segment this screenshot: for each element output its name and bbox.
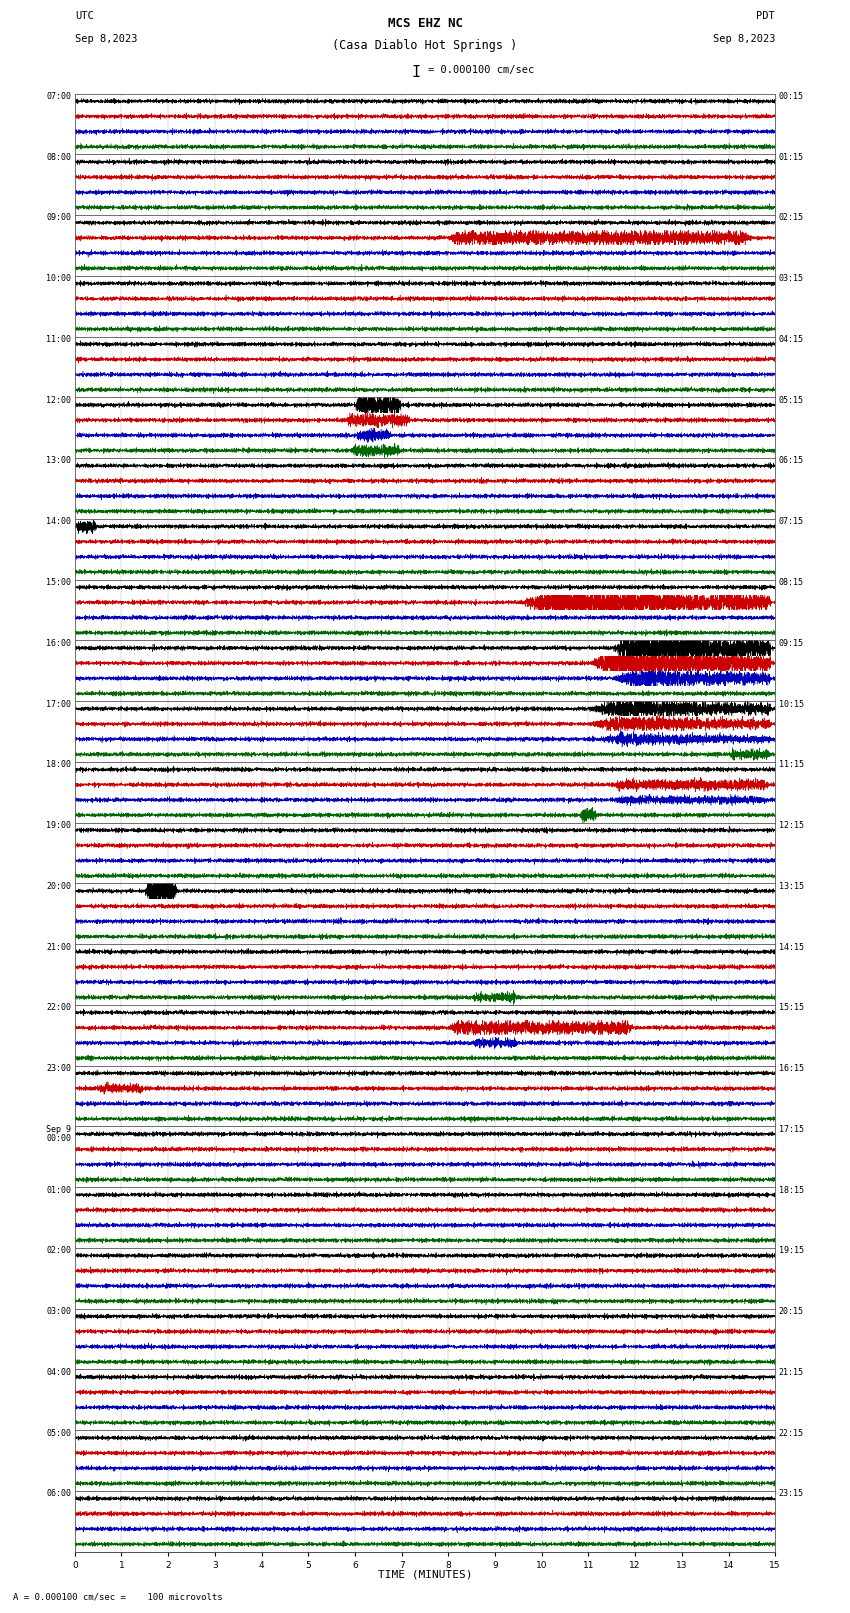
Text: 18:00: 18:00 — [47, 760, 71, 769]
Text: 09:15: 09:15 — [779, 639, 803, 648]
Text: Sep 8,2023: Sep 8,2023 — [712, 34, 775, 44]
Text: TIME (MINUTES): TIME (MINUTES) — [377, 1569, 473, 1579]
Text: 08:15: 08:15 — [779, 577, 803, 587]
Text: A = 0.000100 cm/sec =    100 microvolts: A = 0.000100 cm/sec = 100 microvolts — [13, 1594, 223, 1602]
Text: 19:15: 19:15 — [779, 1247, 803, 1255]
Text: 05:00: 05:00 — [47, 1429, 71, 1437]
Text: 06:15: 06:15 — [779, 456, 803, 466]
Text: PDT: PDT — [756, 11, 775, 21]
Text: 22:15: 22:15 — [779, 1429, 803, 1437]
Text: 11:15: 11:15 — [779, 760, 803, 769]
Text: 11:00: 11:00 — [47, 336, 71, 344]
Text: 20:15: 20:15 — [779, 1307, 803, 1316]
Text: 22:00: 22:00 — [47, 1003, 71, 1013]
Text: 09:00: 09:00 — [47, 213, 71, 223]
Text: 01:00: 01:00 — [47, 1186, 71, 1195]
Text: 23:15: 23:15 — [779, 1489, 803, 1498]
Text: 01:15: 01:15 — [779, 153, 803, 161]
Text: MCS EHZ NC: MCS EHZ NC — [388, 16, 462, 29]
Text: 18:15: 18:15 — [779, 1186, 803, 1195]
Text: 12:15: 12:15 — [779, 821, 803, 831]
Text: 00:15: 00:15 — [779, 92, 803, 102]
Text: Sep 9: Sep 9 — [47, 1124, 71, 1134]
Text: I: I — [412, 65, 421, 81]
Text: 16:15: 16:15 — [779, 1065, 803, 1073]
Text: 04:15: 04:15 — [779, 336, 803, 344]
Text: 14:15: 14:15 — [779, 942, 803, 952]
Text: = 0.000100 cm/sec: = 0.000100 cm/sec — [428, 65, 535, 76]
Text: 10:00: 10:00 — [47, 274, 71, 284]
Text: (Casa Diablo Hot Springs ): (Casa Diablo Hot Springs ) — [332, 39, 518, 52]
Text: 21:00: 21:00 — [47, 942, 71, 952]
Text: 15:00: 15:00 — [47, 577, 71, 587]
Text: 23:00: 23:00 — [47, 1065, 71, 1073]
Text: 02:00: 02:00 — [47, 1247, 71, 1255]
Text: 03:15: 03:15 — [779, 274, 803, 284]
Text: 20:00: 20:00 — [47, 882, 71, 890]
Text: 15:15: 15:15 — [779, 1003, 803, 1013]
Text: 17:15: 17:15 — [779, 1124, 803, 1134]
Text: 07:00: 07:00 — [47, 92, 71, 102]
Text: 05:15: 05:15 — [779, 395, 803, 405]
Text: 16:00: 16:00 — [47, 639, 71, 648]
Text: 17:00: 17:00 — [47, 700, 71, 708]
Text: 07:15: 07:15 — [779, 518, 803, 526]
Text: 06:00: 06:00 — [47, 1489, 71, 1498]
Text: 03:00: 03:00 — [47, 1307, 71, 1316]
Text: 02:15: 02:15 — [779, 213, 803, 223]
Text: Sep 8,2023: Sep 8,2023 — [75, 34, 138, 44]
Text: UTC: UTC — [75, 11, 94, 21]
Text: 21:15: 21:15 — [779, 1368, 803, 1378]
Text: 12:00: 12:00 — [47, 395, 71, 405]
Text: 13:00: 13:00 — [47, 456, 71, 466]
Text: 10:15: 10:15 — [779, 700, 803, 708]
Text: 13:15: 13:15 — [779, 882, 803, 890]
Text: 14:00: 14:00 — [47, 518, 71, 526]
Text: 00:00: 00:00 — [47, 1134, 71, 1144]
Text: 04:00: 04:00 — [47, 1368, 71, 1378]
Text: 19:00: 19:00 — [47, 821, 71, 831]
Text: 08:00: 08:00 — [47, 153, 71, 161]
